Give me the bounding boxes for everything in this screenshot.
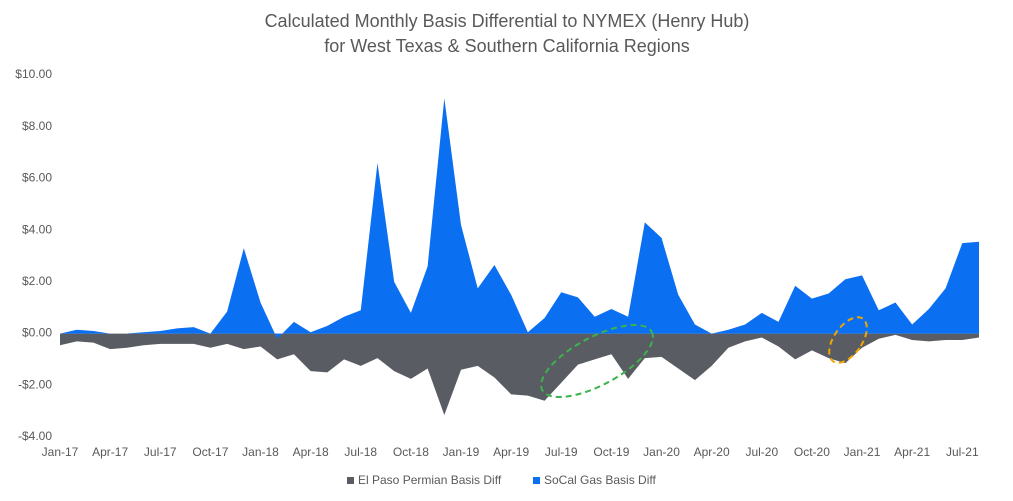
y-tick-label: $8.00 <box>22 119 52 133</box>
legend-label: SoCal Gas Basis Diff <box>544 473 656 487</box>
legend-label: El Paso Permian Basis Diff <box>358 473 502 487</box>
y-tick-label: $10.00 <box>15 67 52 81</box>
x-tick-label: Jul-21 <box>946 445 979 459</box>
annotation-ellipse <box>828 316 868 364</box>
chart-subtitle: for West Texas & Southern California Reg… <box>324 36 690 56</box>
x-tick-label: Jan-18 <box>242 445 279 459</box>
x-tick-label: Oct-18 <box>393 445 429 459</box>
x-tick-label: Apr-20 <box>694 445 730 459</box>
x-tick-label: Oct-20 <box>794 445 830 459</box>
x-tick-label: Jan-19 <box>443 445 480 459</box>
x-tick-label: Jan-21 <box>844 445 881 459</box>
legend-swatch <box>347 477 354 484</box>
x-tick-label: Jan-17 <box>42 445 79 459</box>
y-tick-label: $4.00 <box>22 222 52 236</box>
x-tick-label: Jul-19 <box>545 445 578 459</box>
y-tick-label: -$2.00 <box>18 377 52 391</box>
x-tick-label: Jul-17 <box>144 445 177 459</box>
y-tick-label: $6.00 <box>22 171 52 185</box>
x-tick-label: Apr-18 <box>293 445 329 459</box>
plot-area <box>60 98 979 416</box>
x-tick-label: Jul-18 <box>344 445 377 459</box>
area <box>60 98 979 339</box>
x-tick-label: Jan-20 <box>643 445 680 459</box>
chart-title: Calculated Monthly Basis Differential to… <box>265 11 750 31</box>
y-tick-label: $2.00 <box>22 274 52 288</box>
y-tick-label: $0.00 <box>22 326 52 340</box>
y-tick-label: -$4.00 <box>18 429 52 443</box>
x-tick-label: Apr-17 <box>92 445 128 459</box>
x-tick-label: Oct-19 <box>593 445 629 459</box>
x-tick-label: Oct-17 <box>192 445 228 459</box>
annotation-ellipse <box>540 323 654 399</box>
x-tick-label: Jul-20 <box>745 445 778 459</box>
area <box>60 333 979 416</box>
x-tick-label: Apr-21 <box>894 445 930 459</box>
legend-swatch <box>533 477 540 484</box>
x-tick-label: Apr-19 <box>493 445 529 459</box>
